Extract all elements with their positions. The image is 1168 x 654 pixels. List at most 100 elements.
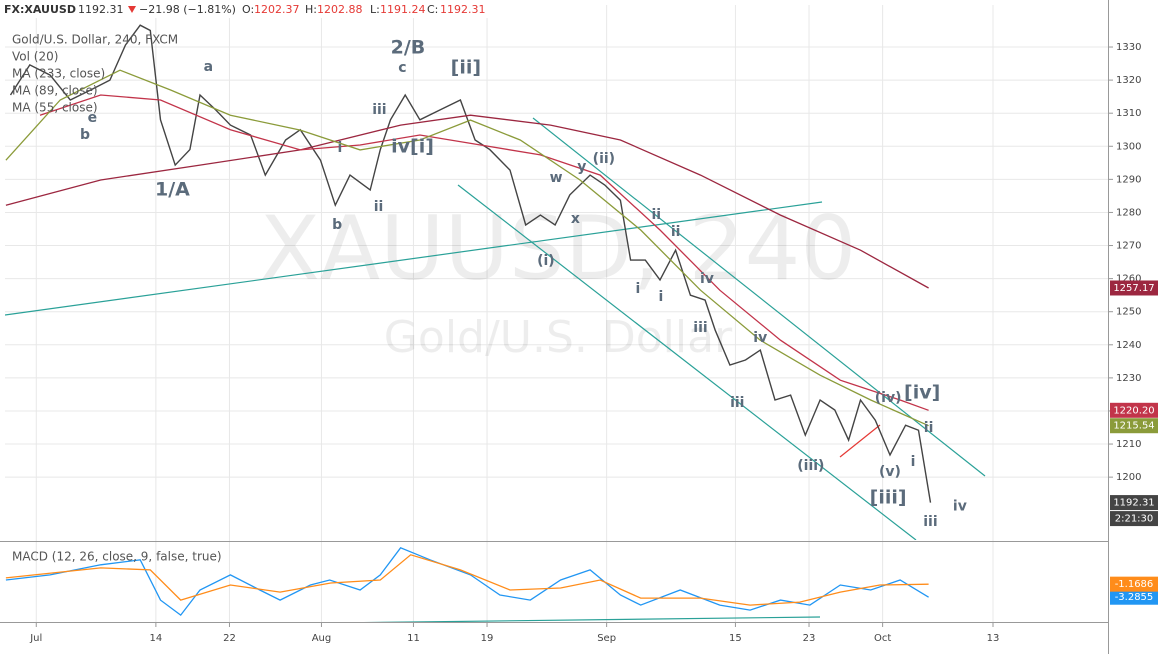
trend-line [532,117,986,477]
x-tick-label: Sep [597,633,616,644]
wave-label: (iv) [875,390,902,406]
y-tick-label: 1310 [1116,108,1141,119]
x-tick-label: 19 [481,633,494,644]
wave-label: (v) [879,464,901,480]
down-arrow [128,6,136,13]
price-pane [5,24,932,503]
price-label-bg [1110,402,1158,418]
x-tick-label: 11 [407,633,420,644]
wave-label: i [911,454,916,470]
series-line [5,114,929,289]
y-tick-label: 1280 [1116,207,1141,218]
x-tick-label: Oct [874,633,891,644]
ohlc-value: 1202.88 [317,3,363,16]
wave-label: ii [652,207,662,223]
series-line [5,554,929,606]
axes: Jul1422Aug1119Sep1523Oct1312001210122012… [29,42,1158,644]
grid [5,5,1108,622]
ohlc-value: 1191.24 [380,3,426,16]
y-tick-label: 1230 [1116,373,1141,384]
wave-label: 2/B [391,37,426,59]
wave-label: ii [924,420,934,436]
x-tick-label: 23 [803,633,816,644]
wave-label: ii [671,224,681,240]
volume-label: Vol (20) [12,50,58,64]
wave-label: iii [693,320,707,336]
macd-title: MACD (12, 26, close, 9, false, true) [12,550,222,564]
y-tick-label: 1250 [1116,307,1141,318]
series-line [9,24,932,503]
header: FX:XAUUSD 1192.31 −21.98 (−1.81%) O: 120… [0,0,520,18]
trend-line [363,616,821,622]
change: −21.98 (−1.81%) [139,3,236,16]
watermark: XAUUSD, 240 Gold/U.S. Dollar [260,197,857,363]
price-label-bg [1110,576,1158,592]
x-tick-label: Jul [29,633,42,644]
wave-label: iii [730,395,744,411]
wave-label: iii [372,102,386,118]
price-label: -3.2855 [1115,592,1154,603]
wave-label: y [577,159,586,175]
price-label-bg [1110,280,1158,296]
watermark: Gold/U.S. Dollar [384,312,733,363]
series-line [5,69,929,427]
macd-pane [5,547,929,622]
wave-label: i [337,140,342,156]
wave-label: (i) [537,253,555,269]
wave-label: i [659,289,664,305]
y-tick-label: 1270 [1116,241,1141,252]
wave-label: [ii] [451,56,481,78]
wave-label: iv[i] [391,135,434,157]
trend-line [839,424,881,458]
wave-label: [iii] [870,486,907,508]
x-tick-label: 14 [150,633,163,644]
trend-line [457,184,917,540]
price-label: 1257.17 [1113,283,1154,294]
wave-label: ii [374,199,384,215]
y-tick-label: 1320 [1116,75,1141,86]
wave-label: 1/A [155,178,190,200]
ohlc-key: O: [242,3,254,16]
wave-label: (ii) [593,151,615,167]
wave-label: iv [753,330,767,346]
price-label-bg [1110,418,1158,434]
ohlc-value: 1192.31 [440,3,486,16]
x-tick-label: 22 [223,633,236,644]
legend-entry: MA (89, close) [12,84,98,98]
price-label-bg [1110,589,1158,605]
last-price: 1192.31 [78,3,124,16]
legend-entry: MA (55, close) [12,101,98,115]
price-label: 1192.31 [1113,498,1154,509]
price-label: 1215.54 [1113,421,1154,432]
chart-title: Gold/U.S. Dollar, 240, FXCM [12,33,178,47]
series-line [39,94,929,411]
wave-label: iii [923,514,937,530]
ohlc-key: C: [427,3,438,16]
wave-label: e [88,110,98,126]
legend: Gold/U.S. Dollar, 240, FXCM Vol (20) MA … [12,33,222,564]
symbol: FX:XAUUSD [4,3,76,16]
countdown: 2:21:30 [1115,514,1154,525]
trend-line [5,201,823,316]
legend-entry: MA (233, close) [12,67,105,81]
wave-label: iv [953,498,967,514]
y-tick-label: 1200 [1116,472,1141,483]
watermark: XAUUSD, 240 [260,197,857,300]
ohlc-key: H: [305,3,317,16]
wave-label: i [636,281,641,297]
y-tick-label: 1240 [1116,340,1141,351]
y-tick-label: 1260 [1116,274,1141,285]
y-tick-label: 1210 [1116,439,1141,450]
x-tick-label: Aug [312,633,332,644]
wave-label: a [204,59,213,75]
ohlc-value: 1202.37 [254,3,300,16]
trend-lines [5,117,986,540]
x-tick-label: 15 [729,633,742,644]
y-tick-label: 1300 [1116,141,1141,152]
wave-label: b [80,127,90,143]
header-bg [0,0,520,18]
wave-label: [iv] [904,382,940,404]
